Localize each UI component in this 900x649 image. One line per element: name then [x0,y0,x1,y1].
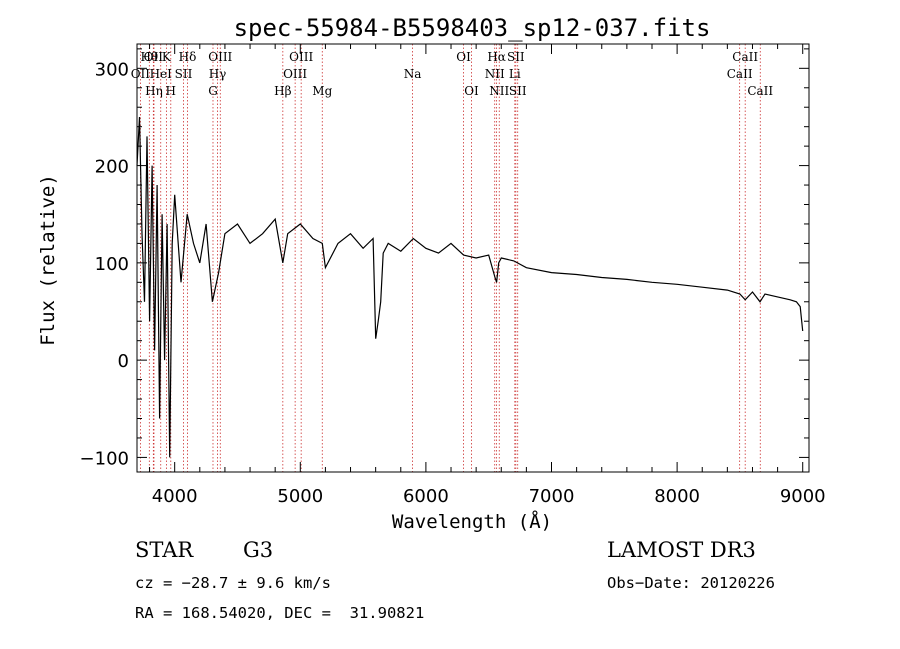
marker-label: K [162,50,172,64]
y-tick-label: −100 [80,448,129,469]
x-axis-title: Wavelength (Å) [392,510,552,533]
marker-label: Hγ [209,67,227,81]
y-axis-ticks: −100 0 100 200 300 [80,48,809,469]
marker-label: Li [509,67,521,81]
observation-date: Obs−Date: 20120226 [607,574,775,592]
survey-name: LAMOST DR3 [607,538,756,562]
marker-label: OIII [283,67,307,81]
marker-label: Na [404,67,422,81]
marker-label: Hδ [179,50,197,64]
marker-label: OI [464,84,479,98]
y-tick-label: 100 [95,254,129,275]
marker-label: Hα [487,50,506,64]
line-marker-labels: OIIHθOIIHηHeIKHSIIHδGOIIIHγHβOIIIOIIIMgN… [131,50,774,98]
marker-label: HeI [150,67,173,81]
object-class: STAR [135,538,194,562]
line-markers [139,44,761,472]
y-tick-label: 200 [95,157,129,178]
marker-label: G [208,84,218,98]
marker-label: CaII [747,84,773,98]
y-tick-label: 300 [95,59,129,80]
marker-label: SII [175,67,193,81]
y-axis-title: Flux (relative) [37,174,59,346]
redshift-velocity: cz = −28.7 ± 9.6 km/s [135,574,331,592]
marker-label: Hθ [140,50,158,64]
marker-label: NII [489,84,509,98]
marker-label: NII [485,67,505,81]
marker-label: OII [144,50,164,64]
x-tick-label: 4000 [152,486,198,507]
object-subclass: G3 [243,538,274,562]
x-tick-label: 9000 [780,486,826,507]
x-tick-label: 7000 [529,486,575,507]
marker-label: CaII [732,50,758,64]
marker-label: OIII [289,50,313,64]
spectrum-line [136,116,804,458]
marker-label: H [166,84,176,98]
chart-title: spec-55984-B5598403_sp12-037.fits [234,14,711,42]
marker-label: CaII [727,67,753,81]
y-tick-label: 0 [118,351,129,372]
marker-label: OII [131,67,151,81]
x-tick-label: 6000 [403,486,449,507]
marker-label: Hη [145,84,163,98]
x-axis-ticks: 4000 5000 6000 7000 8000 9000 [149,44,826,507]
marker-label: SII [509,84,527,98]
x-tick-label: 8000 [654,486,700,507]
marker-label: OIII [208,50,232,64]
coordinates: RA = 168.54020, DEC = 31.90821 [135,604,425,622]
marker-label: Mg [312,84,332,98]
plot-frame [136,43,810,473]
marker-label: OI [456,50,471,64]
marker-label: SII [507,50,525,64]
marker-label: Hβ [274,84,291,98]
x-tick-label: 5000 [277,486,323,507]
